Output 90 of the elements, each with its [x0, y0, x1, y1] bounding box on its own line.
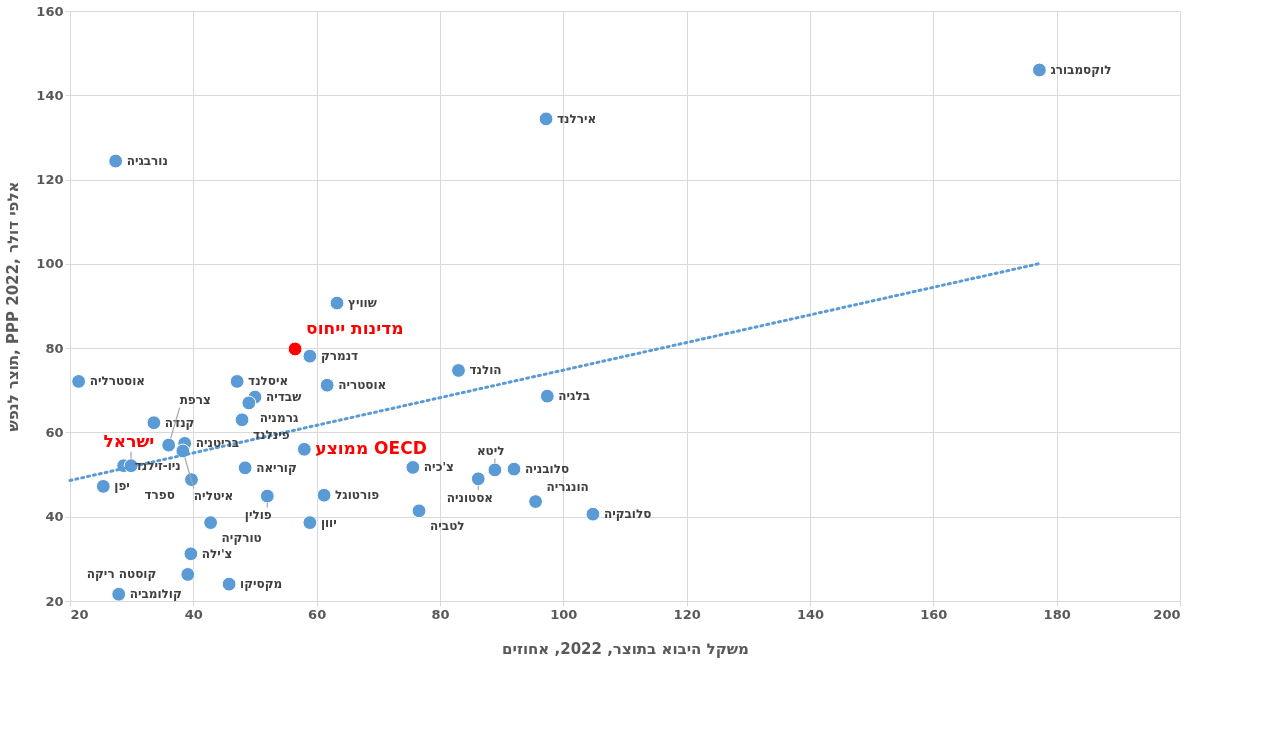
point — [506, 461, 522, 477]
y-tick-label: 120 — [36, 172, 64, 188]
point — [405, 460, 421, 475]
annotation: קוריאה — [256, 460, 297, 475]
point — [161, 437, 177, 453]
annotation: נורבגיה — [126, 154, 168, 169]
annotation: שוויץ — [348, 296, 377, 311]
x-tick-label: 140 — [796, 606, 825, 622]
annotation: צ'כיה — [423, 460, 454, 475]
annotation: פורטוגל — [335, 488, 380, 503]
y-tick-label: 100 — [36, 256, 64, 272]
point — [585, 506, 601, 522]
point — [451, 363, 466, 378]
point — [71, 374, 87, 389]
annotation: יפן — [114, 479, 130, 494]
annotation: אוסטרליה — [89, 374, 146, 389]
annotation: איטליה — [193, 488, 234, 503]
annotation: לטביה — [430, 518, 465, 533]
point — [180, 567, 196, 582]
point — [539, 388, 555, 404]
point — [183, 546, 199, 562]
annotation: צרפת — [179, 393, 211, 408]
annotation: איסלנד — [248, 374, 289, 389]
y-tick-label: 80 — [45, 340, 64, 356]
annotation: בלגיה — [558, 389, 591, 404]
annotation: מקסיקו — [240, 577, 283, 592]
annotation: קנדה — [164, 415, 195, 430]
point — [411, 503, 427, 519]
point — [329, 295, 345, 311]
series-label: מדינות ייחוס — [306, 317, 404, 338]
point — [95, 478, 111, 494]
series-label: ישראל — [103, 430, 155, 451]
annotation: קוסטה ריקה — [86, 567, 157, 582]
y-tick-label: 20 — [45, 593, 64, 609]
point — [319, 377, 335, 393]
point — [111, 586, 127, 602]
y-tick-label: 140 — [36, 87, 64, 103]
point — [470, 471, 486, 487]
annotation: סלובניה — [525, 462, 570, 477]
point — [146, 415, 162, 431]
point — [221, 576, 237, 592]
point — [538, 111, 554, 127]
y-tick-label: 40 — [45, 509, 64, 525]
point — [234, 412, 250, 428]
annotation: צ'ילה — [201, 546, 233, 561]
annotation: לוקסמבורג — [1050, 63, 1112, 77]
annotation: הונגריה — [546, 479, 589, 494]
x-tick-label: 40 — [184, 606, 203, 622]
point — [237, 460, 253, 476]
x-tick-label: 20 — [70, 606, 89, 622]
annotation: קולומביה — [129, 587, 182, 602]
point — [229, 374, 245, 389]
y-tick-label: 60 — [45, 424, 64, 440]
annotation: אירלנד — [557, 111, 597, 126]
point — [203, 515, 218, 530]
x-tick-label: 180 — [1043, 606, 1071, 622]
y-axis-title: תוצר לנפש, PPP 2022, אלפי דולר — [4, 181, 23, 432]
annotation: גרמניה — [259, 410, 299, 425]
point — [259, 488, 275, 504]
annotation: אסטוניה — [446, 490, 494, 505]
point — [528, 494, 543, 509]
point — [296, 441, 312, 457]
annotation: סלובקיה — [603, 507, 652, 522]
annotation: שבדיה — [266, 390, 302, 405]
point — [302, 348, 318, 364]
x-tick-label: 160 — [920, 606, 948, 622]
annotation: פולין — [244, 508, 272, 523]
point — [287, 341, 303, 357]
x-tick-label: 200 — [1153, 606, 1181, 622]
point — [487, 462, 503, 478]
point — [108, 153, 124, 169]
annotation: ליטא — [476, 443, 505, 458]
x-tick-label: 80 — [431, 606, 450, 622]
y-tick-label: 160 — [36, 3, 64, 19]
x-axis-title: משקל היבוא בתוצר, 2022, אחוזים — [502, 639, 749, 658]
point — [1032, 62, 1047, 78]
x-tick-label: 60 — [308, 606, 327, 622]
series-label: ממוצע OECD — [315, 438, 427, 459]
x-tick-label: 120 — [673, 606, 701, 622]
annotation: יוון — [320, 515, 337, 530]
annotation: הולנד — [469, 363, 502, 378]
x-tick-label: 100 — [550, 606, 578, 622]
annotation: טורקיה — [221, 530, 262, 545]
annotation: בריטניה — [195, 436, 240, 451]
annotation: ספרד — [144, 487, 175, 502]
annotation: אוסטריה — [338, 378, 387, 393]
annotation: דנמרק — [320, 349, 359, 364]
point — [302, 515, 318, 530]
point — [241, 395, 257, 411]
point — [316, 487, 332, 503]
